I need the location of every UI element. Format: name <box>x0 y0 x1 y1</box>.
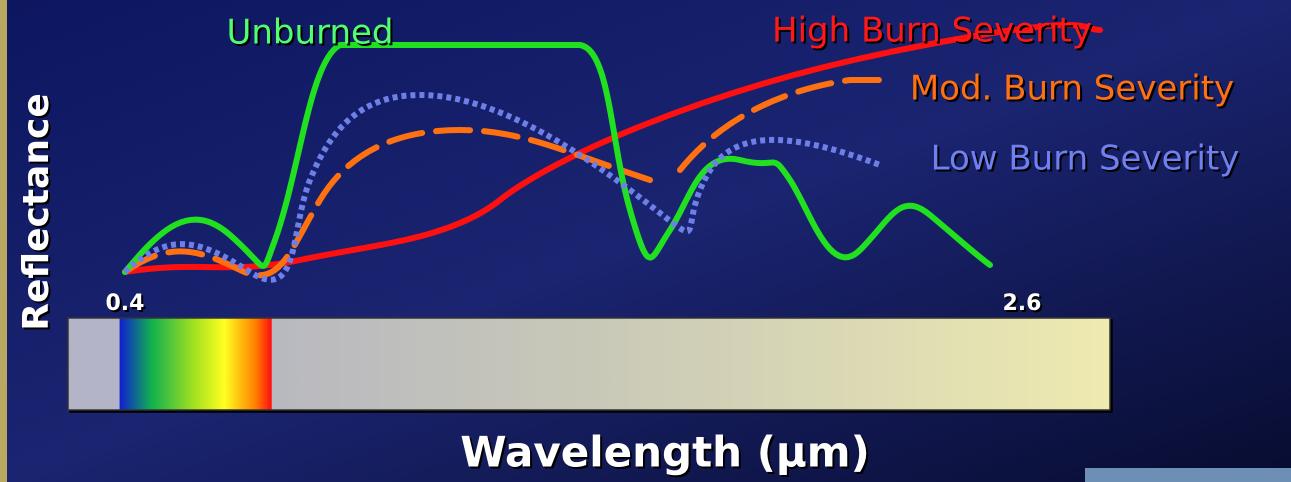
labels: Unburned High Burn Severity Mod. Burn Se… <box>16 11 1239 477</box>
moderate-burn-curve <box>122 77 888 279</box>
spectrum-bar <box>67 317 1111 411</box>
unburned-curve <box>122 42 993 275</box>
y-axis-title: Reflectance <box>16 93 57 330</box>
left-edge <box>0 0 7 482</box>
low-burn-curve <box>122 91 882 283</box>
low-burn-label: Low Burn Severity <box>931 139 1240 179</box>
corner-strip <box>1085 468 1291 482</box>
moderate-burn-label: Mod. Burn Severity <box>910 69 1234 109</box>
high-burn-label: High Burn Severity <box>772 11 1092 51</box>
unburned-label: Unburned <box>227 13 394 53</box>
curves <box>122 22 1103 283</box>
x-axis-title: Wavelength (µm) <box>460 428 870 477</box>
x-end-label: 2.6 <box>1003 291 1042 316</box>
x-start-label: 0.4 <box>106 291 145 316</box>
